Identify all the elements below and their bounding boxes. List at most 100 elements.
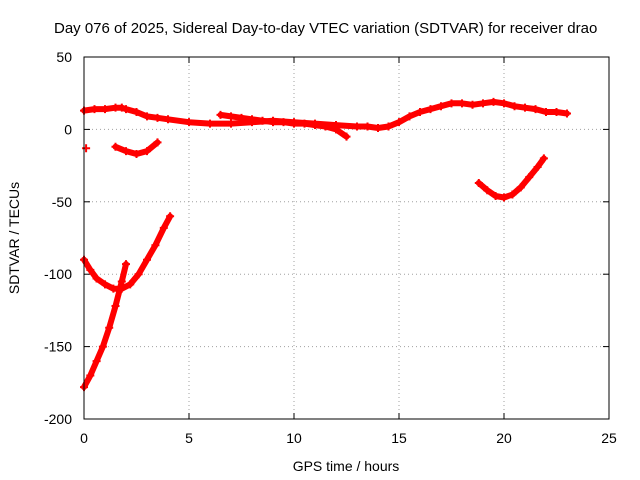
data-point — [384, 122, 393, 131]
series-arc-early — [80, 212, 175, 293]
data-point — [531, 105, 540, 114]
y-tick-label: -100 — [44, 266, 72, 282]
data-point — [552, 108, 561, 117]
data-point — [122, 260, 130, 269]
data-point — [117, 103, 126, 112]
y-tick-label: 0 — [64, 121, 72, 137]
data-point — [237, 113, 246, 122]
series-dip-late — [474, 154, 548, 202]
data-point — [321, 122, 330, 131]
data-point — [353, 122, 361, 131]
series-rise-early — [80, 260, 130, 392]
data-point — [132, 150, 141, 159]
data-point — [216, 110, 225, 119]
data-point — [105, 323, 114, 332]
data-point — [101, 105, 109, 114]
x-tick-label: 15 — [391, 430, 407, 446]
x-tick-label: 10 — [286, 430, 302, 446]
data-point — [248, 115, 256, 124]
data-point — [86, 265, 95, 274]
data-point — [300, 119, 309, 128]
data-point — [82, 144, 91, 153]
data-point — [117, 277, 126, 286]
data-point — [166, 212, 175, 221]
series-upper-drift — [216, 110, 351, 141]
data-point — [332, 125, 340, 134]
data-point — [164, 115, 172, 124]
data-point — [109, 284, 118, 293]
data-point — [437, 102, 445, 111]
x-axis-label: GPS time / hours — [293, 458, 400, 474]
series-line — [81, 213, 174, 292]
data-point — [111, 142, 120, 151]
data-point — [516, 183, 525, 192]
data-point — [542, 108, 550, 117]
y-tick-label: -200 — [44, 411, 72, 427]
data-point — [159, 223, 168, 232]
y-axis-label: SDTVAR / TECUs — [6, 182, 22, 294]
data-point — [474, 178, 483, 187]
y-tick-label: 50 — [56, 49, 72, 65]
data-point — [101, 280, 109, 289]
data-point — [521, 103, 529, 112]
data-point — [525, 173, 534, 182]
data-point — [122, 147, 130, 156]
series-line — [81, 261, 129, 391]
x-tick-label: 25 — [601, 430, 617, 446]
grid-lines — [84, 57, 609, 419]
data-point — [98, 342, 107, 351]
x-tick-label: 5 — [185, 430, 193, 446]
x-tick-label: 0 — [80, 430, 88, 446]
data-point — [111, 302, 120, 311]
data-point — [426, 105, 435, 114]
data-point — [269, 118, 277, 127]
y-tick-label: -50 — [52, 194, 72, 210]
data-point — [468, 100, 477, 109]
data-series — [80, 97, 571, 392]
data-point — [416, 108, 424, 117]
data-point — [90, 105, 99, 114]
data-point — [491, 192, 500, 201]
plot-frame — [83, 56, 610, 420]
data-point — [510, 102, 519, 111]
data-point — [227, 112, 235, 121]
data-point — [500, 99, 508, 108]
data-point — [122, 105, 130, 114]
data-point — [533, 163, 542, 172]
series-line — [475, 155, 547, 201]
data-point — [311, 121, 319, 130]
data-point — [132, 108, 141, 117]
data-point — [153, 113, 162, 122]
data-point — [539, 154, 548, 163]
series-isolated-point — [82, 144, 91, 153]
data-point — [279, 118, 288, 127]
data-point — [126, 280, 135, 289]
x-tick-label: 20 — [496, 430, 512, 446]
data-point — [185, 118, 193, 127]
data-point — [489, 97, 498, 106]
data-point — [563, 109, 571, 118]
data-point — [206, 119, 214, 128]
data-point — [258, 116, 267, 125]
data-point — [483, 186, 492, 195]
data-point — [134, 270, 143, 279]
chart-title: Day 076 of 2025, Sidereal Day-to-day VTE… — [54, 20, 597, 37]
data-point — [479, 99, 487, 108]
data-point — [92, 357, 101, 366]
data-point — [290, 119, 298, 128]
data-point — [374, 123, 382, 132]
data-point — [342, 132, 351, 141]
data-point — [143, 112, 151, 121]
data-point — [395, 118, 403, 127]
y-tick-label: -150 — [44, 339, 72, 355]
data-point — [458, 99, 466, 108]
data-point — [86, 371, 95, 380]
data-point — [143, 255, 151, 264]
series-dip-early — [111, 138, 162, 159]
data-point — [92, 274, 101, 283]
data-point — [508, 190, 517, 199]
data-point — [151, 241, 160, 250]
data-point — [363, 122, 372, 131]
data-point — [447, 99, 456, 108]
